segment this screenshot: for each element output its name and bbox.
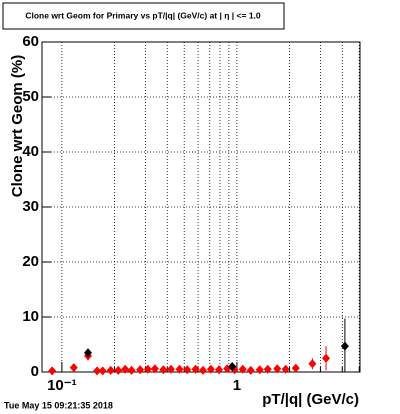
data-point [69, 363, 78, 373]
data-point [106, 365, 115, 375]
data-point [191, 364, 200, 374]
data-point [206, 364, 215, 374]
chart-title: Clone wrt Geom for Primary vs pT/|q| (Ge… [25, 10, 261, 20]
timestamp: Tue May 15 09:21:35 2018 [4, 400, 113, 410]
y-tick-label: 40 [22, 143, 39, 160]
data-point [214, 365, 223, 375]
data-point [127, 365, 136, 375]
y-tick-label: 50 [22, 88, 39, 105]
y-tick-label: 60 [22, 33, 39, 50]
y-tick-label: 0 [31, 363, 39, 380]
data-point [166, 364, 175, 374]
data-point [83, 348, 92, 358]
data-point [246, 365, 255, 375]
data-point [48, 366, 57, 376]
title-box [2, 2, 285, 30]
data-point [281, 364, 290, 374]
data-point [340, 341, 349, 351]
data-point [322, 353, 331, 363]
data-point [121, 364, 130, 374]
data-point [175, 364, 184, 374]
data-point [273, 364, 282, 374]
y-tick-label: 20 [22, 253, 39, 270]
y-tick-label: 10 [22, 308, 39, 325]
data-point [238, 364, 247, 374]
y-axis-label: Clone wrt Geom (%) [9, 55, 26, 198]
data-point [93, 366, 102, 376]
data-point [114, 365, 123, 375]
data-point [228, 362, 237, 371]
data-point [308, 359, 317, 369]
x-axis-label: pT/|q| (GeV/c) [262, 391, 359, 408]
x-tick-label: 10⁻¹ [47, 377, 77, 394]
data-point [143, 364, 152, 374]
data-point [159, 365, 168, 375]
y-tick-label: 30 [22, 198, 39, 215]
data-point [183, 365, 192, 375]
data-point [98, 366, 107, 376]
data-point [255, 365, 264, 375]
data-point [198, 365, 207, 375]
data-point [136, 365, 145, 375]
data-point [263, 364, 272, 374]
data-point [150, 364, 159, 374]
x-tick-label: 1 [233, 377, 241, 394]
data-point [291, 363, 300, 373]
